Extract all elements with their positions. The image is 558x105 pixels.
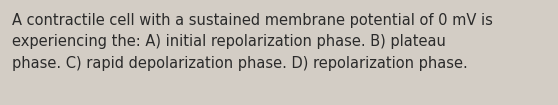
Text: A contractile cell with a sustained membrane potential of 0 mV is
experiencing t: A contractile cell with a sustained memb… [12,13,493,71]
